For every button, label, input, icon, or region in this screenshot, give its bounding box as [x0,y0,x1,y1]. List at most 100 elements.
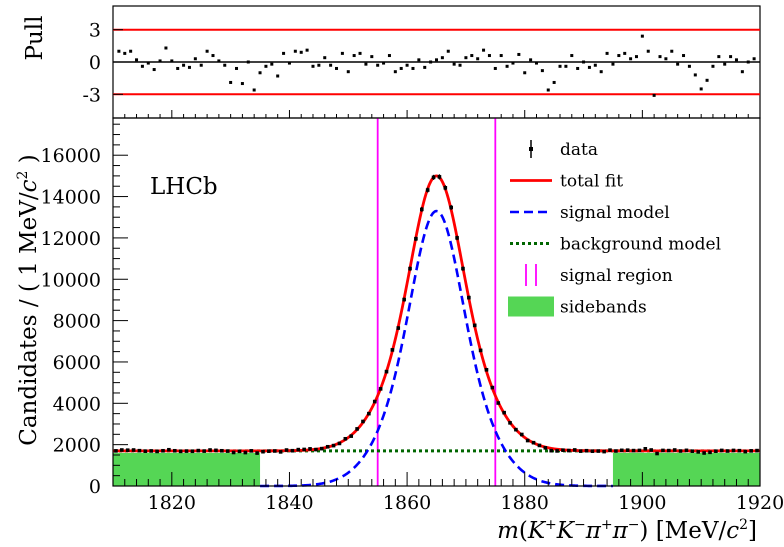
pull-point [511,61,515,65]
data-marker [431,175,436,180]
data-point [196,448,201,453]
data-marker [184,449,189,453]
data-point [414,236,418,242]
pull-point [493,66,497,70]
pull-point [652,93,656,97]
data-point [214,448,218,453]
data-point [225,449,230,453]
data-point [443,185,448,191]
data-point [378,387,383,391]
data-marker [743,449,748,454]
data-marker [167,447,171,452]
data-marker [737,448,742,453]
pull-point [329,63,333,67]
pull-point [699,87,703,91]
data-marker [661,448,665,453]
data-point [725,449,730,453]
data-point [249,449,254,453]
data-point [337,441,342,446]
data-point [578,449,583,453]
data-point [278,450,283,454]
pull-point [335,66,339,70]
pull-reference-lines [113,28,760,96]
data-marker [384,369,389,374]
data-marker [496,401,501,405]
data-marker [114,449,118,453]
data-marker [220,448,224,453]
data-point [131,448,136,452]
data-marker [678,449,683,453]
data-marker [484,367,489,372]
data-point [484,367,489,372]
legend-swatch-data-marker [529,147,533,151]
data-point [384,369,389,374]
data-marker [243,450,248,455]
data-point [202,449,206,453]
data-marker [343,436,348,441]
pull-y-tick-label: 0 [89,52,101,74]
data-point [178,449,183,454]
data-point [690,449,695,453]
data-point [255,451,259,455]
data-point [161,448,165,453]
pull-point [534,61,538,65]
data-marker [237,449,242,454]
pull-point [540,69,544,73]
pull-point [440,56,444,60]
pull-panel: 3 0 -3 Pull [22,5,761,119]
y-tick-label: 12000 [41,228,101,250]
pull-point [446,49,450,53]
pull-point [629,57,633,61]
data-point [490,385,495,390]
data-marker [478,348,483,353]
data-marker [208,448,212,452]
pull-point [411,66,415,70]
data-point [396,326,401,330]
legend-label: signal region [560,266,673,286]
sidebands [113,452,760,486]
data-point [567,448,571,453]
y-tick-label: 14000 [41,187,101,209]
data-marker [155,449,159,454]
data-point [543,446,548,450]
data-point [555,449,559,453]
data-marker [667,448,671,453]
pull-point [158,59,162,63]
data-point [402,297,406,302]
pull-point [582,60,586,64]
pull-point [505,64,509,68]
pull-point [687,64,691,68]
pull-point [264,64,268,68]
pull-point [523,71,527,75]
data-marker [502,410,506,415]
legend-item: background model [510,235,721,255]
pull-point [358,51,362,55]
legend: data total fit signal model background mode… [508,140,721,318]
data-marker [690,449,695,453]
pull-point [717,55,721,59]
data-point [308,447,312,451]
sideband-band [113,452,261,486]
data-marker [196,448,201,453]
data-point [614,449,618,453]
data-marker [549,448,553,453]
data-point [390,348,395,352]
data-point [537,443,542,448]
data-marker [467,295,471,300]
data-marker [331,443,336,448]
pull-point [617,54,621,58]
data-marker [419,207,424,212]
data-point [696,450,701,454]
pull-point [435,58,438,62]
data-point [478,348,483,353]
pull-point [570,54,574,58]
data-marker [178,449,183,454]
data-point [320,446,324,451]
data-point [584,448,589,453]
legend-label: sidebands [560,298,647,318]
data-point [643,447,648,451]
data-marker [449,205,454,210]
pull-point [123,51,127,55]
pull-point [193,57,197,61]
data-marker [225,449,230,453]
